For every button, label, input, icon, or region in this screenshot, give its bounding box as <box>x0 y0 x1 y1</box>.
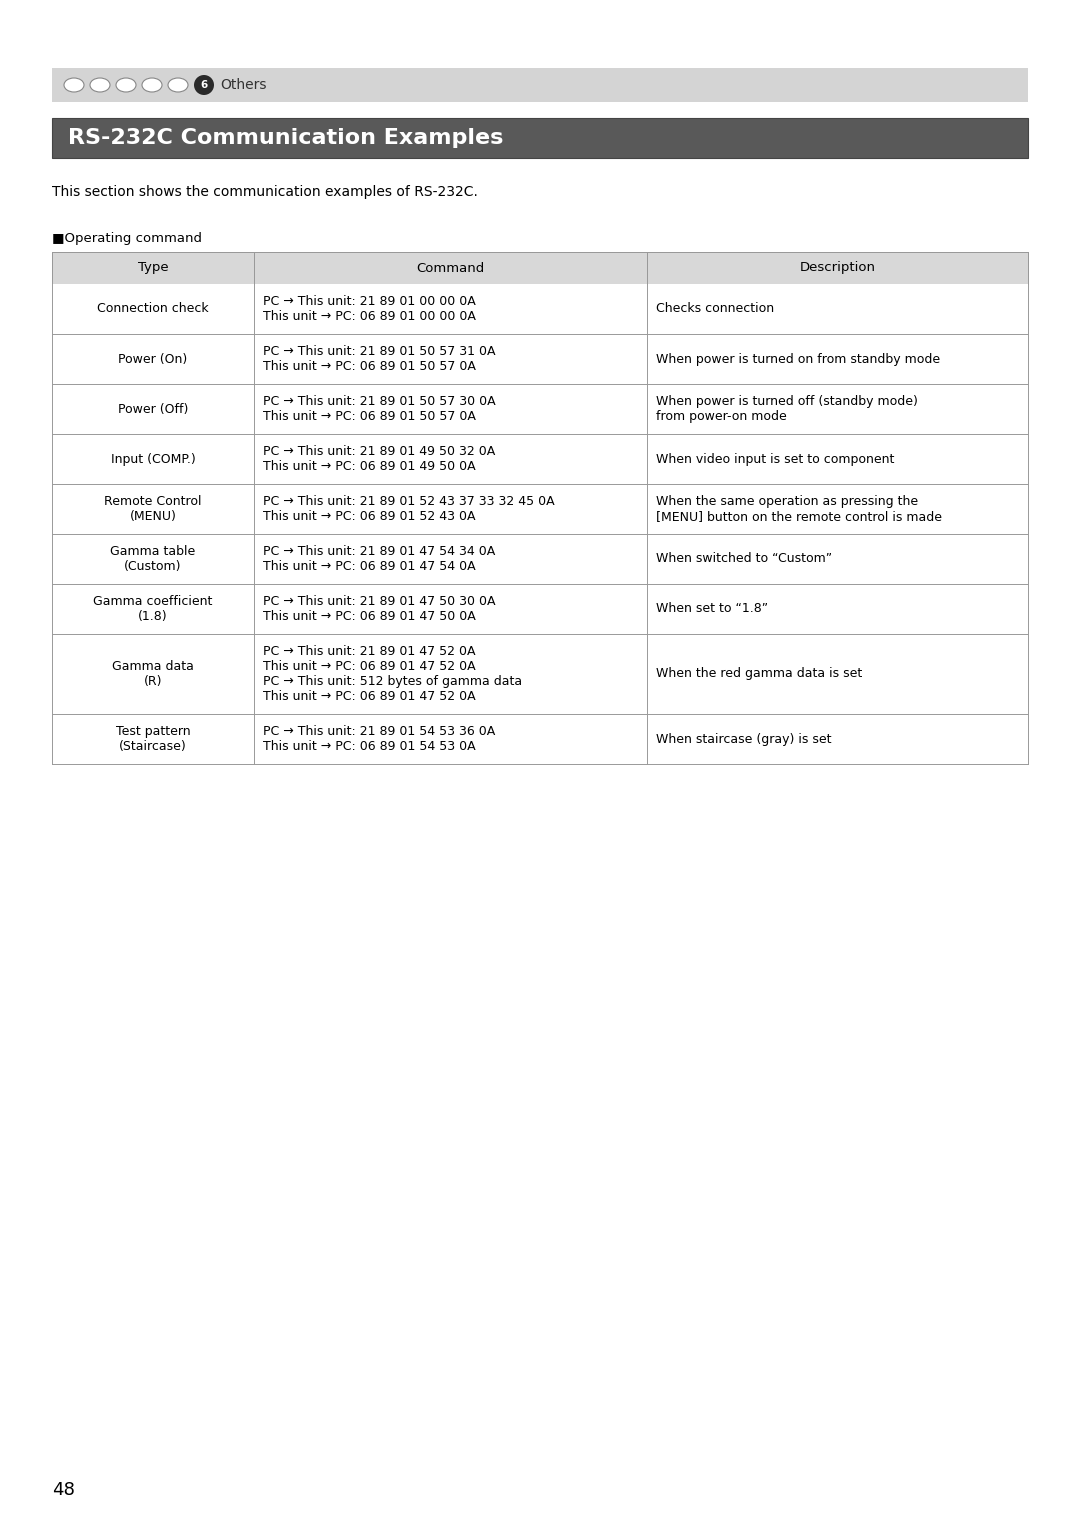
Text: PC → This unit: 21 89 01 47 50 30 0A: PC → This unit: 21 89 01 47 50 30 0A <box>264 594 496 608</box>
Bar <box>52 252 1028 283</box>
Bar <box>52 434 1028 484</box>
Text: 6: 6 <box>201 80 207 89</box>
Text: This unit → PC: 06 89 01 47 52 0A: This unit → PC: 06 89 01 47 52 0A <box>264 659 475 673</box>
Bar <box>52 334 1028 384</box>
Bar <box>52 584 1028 634</box>
Text: Description: Description <box>799 261 876 274</box>
Text: When staircase (gray) is set: When staircase (gray) is set <box>657 732 832 746</box>
Text: Type: Type <box>138 261 168 274</box>
Text: Power (On): Power (On) <box>119 353 188 365</box>
Text: This unit → PC: 06 89 01 47 52 0A: This unit → PC: 06 89 01 47 52 0A <box>264 690 475 703</box>
Text: Gamma coefficient: Gamma coefficient <box>93 594 213 608</box>
Text: Gamma data: Gamma data <box>112 659 194 673</box>
Bar <box>52 118 1028 158</box>
Text: Remote Control: Remote Control <box>105 496 202 508</box>
Text: This unit → PC: 06 89 01 50 57 0A: This unit → PC: 06 89 01 50 57 0A <box>264 359 476 373</box>
Text: Power (Off): Power (Off) <box>118 403 188 415</box>
Text: Others: Others <box>220 77 267 92</box>
Text: This unit → PC: 06 89 01 52 43 0A: This unit → PC: 06 89 01 52 43 0A <box>264 509 475 523</box>
Text: PC → This unit: 21 89 01 54 53 36 0A: PC → This unit: 21 89 01 54 53 36 0A <box>264 725 496 738</box>
Text: Connection check: Connection check <box>97 303 208 315</box>
Text: (Custom): (Custom) <box>124 559 181 573</box>
Text: (1.8): (1.8) <box>138 609 167 623</box>
Text: 48: 48 <box>52 1481 75 1499</box>
Text: This unit → PC: 06 89 01 54 53 0A: This unit → PC: 06 89 01 54 53 0A <box>264 740 475 753</box>
Text: (Staircase): (Staircase) <box>119 740 187 753</box>
Text: This unit → PC: 06 89 01 49 50 0A: This unit → PC: 06 89 01 49 50 0A <box>264 459 475 473</box>
Text: (R): (R) <box>144 675 162 688</box>
Bar <box>52 634 1028 714</box>
Bar <box>52 384 1028 434</box>
Bar <box>52 68 1028 102</box>
Text: Test pattern: Test pattern <box>116 725 190 738</box>
Text: PC → This unit: 21 89 01 00 00 0A: PC → This unit: 21 89 01 00 00 0A <box>264 296 476 308</box>
Text: Input (COMP.): Input (COMP.) <box>110 452 195 465</box>
Text: When video input is set to component: When video input is set to component <box>657 452 894 465</box>
Ellipse shape <box>141 77 162 92</box>
Ellipse shape <box>116 77 136 92</box>
Ellipse shape <box>168 77 188 92</box>
Text: When set to “1.8”: When set to “1.8” <box>657 602 769 615</box>
Ellipse shape <box>64 77 84 92</box>
Text: This unit → PC: 06 89 01 47 50 0A: This unit → PC: 06 89 01 47 50 0A <box>264 609 476 623</box>
Text: When the red gamma data is set: When the red gamma data is set <box>657 667 863 681</box>
Ellipse shape <box>90 77 110 92</box>
Text: When the same operation as pressing the: When the same operation as pressing the <box>657 496 918 508</box>
Text: This unit → PC: 06 89 01 00 00 0A: This unit → PC: 06 89 01 00 00 0A <box>264 309 476 323</box>
Text: RS-232C Communication Examples: RS-232C Communication Examples <box>68 127 503 149</box>
Text: When switched to “Custom”: When switched to “Custom” <box>657 552 833 565</box>
Text: Checks connection: Checks connection <box>657 303 774 315</box>
Text: PC → This unit: 21 89 01 47 52 0A: PC → This unit: 21 89 01 47 52 0A <box>264 644 475 658</box>
Text: from power-on mode: from power-on mode <box>657 409 787 423</box>
Bar <box>52 714 1028 764</box>
Text: PC → This unit: 512 bytes of gamma data: PC → This unit: 512 bytes of gamma data <box>264 675 522 688</box>
Text: PC → This unit: 21 89 01 52 43 37 33 32 45 0A: PC → This unit: 21 89 01 52 43 37 33 32 … <box>264 496 555 508</box>
Bar <box>52 534 1028 584</box>
Text: PC → This unit: 21 89 01 49 50 32 0A: PC → This unit: 21 89 01 49 50 32 0A <box>264 446 496 458</box>
Text: ■Operating command: ■Operating command <box>52 232 202 246</box>
Text: This unit → PC: 06 89 01 50 57 0A: This unit → PC: 06 89 01 50 57 0A <box>264 409 476 423</box>
Text: PC → This unit: 21 89 01 47 54 34 0A: PC → This unit: 21 89 01 47 54 34 0A <box>264 544 496 558</box>
Text: This section shows the communication examples of RS-232C.: This section shows the communication exa… <box>52 185 477 199</box>
Text: Gamma table: Gamma table <box>110 544 195 558</box>
Text: PC → This unit: 21 89 01 50 57 30 0A: PC → This unit: 21 89 01 50 57 30 0A <box>264 396 496 408</box>
Text: PC → This unit: 21 89 01 50 57 31 0A: PC → This unit: 21 89 01 50 57 31 0A <box>264 346 496 358</box>
Text: When power is turned on from standby mode: When power is turned on from standby mod… <box>657 353 941 365</box>
Text: This unit → PC: 06 89 01 47 54 0A: This unit → PC: 06 89 01 47 54 0A <box>264 559 475 573</box>
Text: When power is turned off (standby mode): When power is turned off (standby mode) <box>657 396 918 408</box>
Circle shape <box>194 74 214 96</box>
Bar <box>52 252 1028 283</box>
Bar <box>52 283 1028 334</box>
Bar <box>52 484 1028 534</box>
Text: [MENU] button on the remote control is made: [MENU] button on the remote control is m… <box>657 509 943 523</box>
Text: (MENU): (MENU) <box>130 509 176 523</box>
Text: Command: Command <box>417 261 485 274</box>
